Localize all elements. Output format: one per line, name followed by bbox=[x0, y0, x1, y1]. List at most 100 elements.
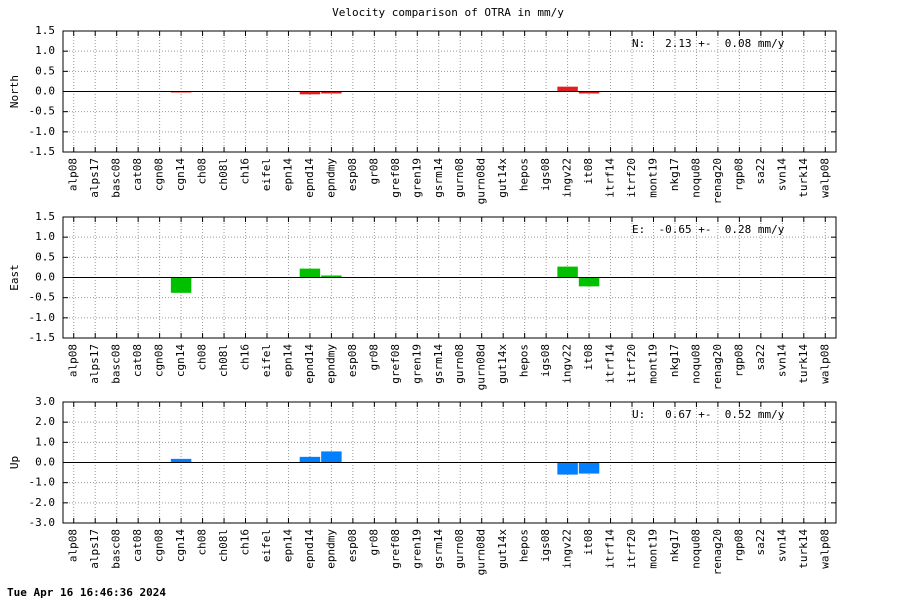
x-tick-label: gr08 bbox=[367, 529, 380, 556]
x-tick-label: noqu08 bbox=[689, 344, 702, 384]
bar bbox=[299, 91, 321, 95]
x-tick-label: sa22 bbox=[754, 529, 767, 556]
x-tick-label: cgn14 bbox=[174, 529, 187, 562]
annotation: U: 0.67 +- 0.52 mm/y bbox=[632, 408, 785, 421]
x-tick-label: mont19 bbox=[646, 158, 659, 198]
bar bbox=[321, 451, 342, 463]
x-tick-label: gr08 bbox=[367, 158, 380, 185]
x-tick-label: epn14 bbox=[281, 158, 294, 191]
x-tick-label: svn14 bbox=[775, 158, 788, 191]
x-tick-label: ingv22 bbox=[561, 529, 574, 569]
y-tick-label: 0.0 bbox=[35, 456, 55, 469]
x-tick-label: gurn08d bbox=[475, 344, 488, 390]
y-tick-label: 0.5 bbox=[35, 64, 55, 77]
x-tick-label: eifel bbox=[260, 344, 273, 377]
x-tick-label: gref08 bbox=[389, 529, 402, 569]
x-tick-label: walp08 bbox=[818, 158, 831, 198]
y-tick-label: -3.0 bbox=[29, 516, 56, 529]
x-tick-label: esp08 bbox=[346, 529, 359, 562]
x-tick-label: turk14 bbox=[797, 529, 810, 569]
x-tick-label: epnd14 bbox=[303, 158, 316, 198]
y-tick-label: 0.0 bbox=[35, 85, 55, 98]
x-tick-label: rgp08 bbox=[732, 158, 745, 191]
x-tick-label: itrf14 bbox=[604, 529, 617, 569]
x-tick-label: noqu08 bbox=[689, 529, 702, 569]
plot-frame bbox=[62, 30, 837, 153]
x-tick-label: gren19 bbox=[410, 344, 423, 384]
x-tick-label: nkg17 bbox=[668, 158, 681, 191]
x-tick-label: ch08l bbox=[217, 529, 230, 562]
x-tick-label: basc08 bbox=[110, 344, 123, 384]
y-tick-label: -2.0 bbox=[29, 496, 56, 509]
annotation: N: 2.13 +- 0.08 mm/y bbox=[632, 37, 785, 50]
x-tick-label: epndmy bbox=[324, 158, 337, 198]
x-tick-label: mont19 bbox=[646, 344, 659, 384]
bar bbox=[170, 458, 192, 463]
x-tick-label: esp08 bbox=[346, 344, 359, 377]
x-tick-label: gren19 bbox=[410, 529, 423, 569]
x-tick-label: gref08 bbox=[389, 158, 402, 198]
x-tick-label: ch16 bbox=[239, 158, 252, 185]
x-tick-label: gsrm14 bbox=[432, 158, 445, 198]
x-tick-label: gren19 bbox=[410, 158, 423, 198]
x-tick-label: epn14 bbox=[281, 344, 294, 377]
x-tick-label: igs08 bbox=[539, 529, 552, 562]
bar bbox=[321, 275, 342, 278]
x-tick-label: cat08 bbox=[131, 158, 144, 191]
x-tick-label: ch08l bbox=[217, 344, 230, 377]
x-tick-label: sa22 bbox=[754, 158, 767, 185]
bar bbox=[557, 462, 578, 475]
x-tick-label: igs08 bbox=[539, 344, 552, 377]
bar bbox=[170, 277, 192, 293]
x-tick-label: ingv22 bbox=[561, 344, 574, 384]
y-tick-label: -1.0 bbox=[29, 125, 56, 138]
x-tick-label: walp08 bbox=[818, 344, 831, 384]
x-tick-label: walp08 bbox=[818, 529, 831, 569]
x-tick-label: it08 bbox=[582, 344, 595, 371]
plot-frame bbox=[62, 401, 837, 524]
x-tick-label: gurn08d bbox=[475, 158, 488, 204]
y-tick-label: -1.5 bbox=[29, 331, 56, 344]
bar bbox=[321, 91, 342, 94]
y-tick-label: 1.5 bbox=[35, 210, 55, 223]
x-tick-label: cgn08 bbox=[153, 529, 166, 562]
bar bbox=[557, 86, 578, 92]
x-tick-label: ch08 bbox=[196, 344, 209, 371]
x-tick-label: alps17 bbox=[88, 158, 101, 198]
y-axis-label: Up bbox=[8, 456, 21, 469]
x-tick-label: epnd14 bbox=[303, 529, 316, 569]
x-tick-label: ch08 bbox=[196, 158, 209, 185]
x-tick-label: itrf20 bbox=[625, 529, 638, 569]
x-tick-label: turk14 bbox=[797, 158, 810, 198]
y-tick-label: 1.5 bbox=[35, 24, 55, 37]
x-tick-label: gut14x bbox=[496, 158, 509, 198]
x-tick-label: ch08l bbox=[217, 158, 230, 191]
x-tick-label: itrf20 bbox=[625, 158, 638, 198]
x-tick-label: cgn14 bbox=[174, 158, 187, 191]
x-tick-label: hepos bbox=[518, 344, 531, 377]
x-tick-label: turk14 bbox=[797, 344, 810, 384]
x-tick-label: it08 bbox=[582, 529, 595, 556]
x-tick-label: gurn08 bbox=[453, 529, 466, 569]
x-tick-label: renag20 bbox=[711, 158, 724, 204]
y-tick-label: -0.5 bbox=[29, 291, 56, 304]
x-tick-label: hepos bbox=[518, 158, 531, 191]
timestamp: Tue Apr 16 16:46:36 2024 bbox=[7, 586, 166, 599]
x-tick-label: ingv22 bbox=[561, 158, 574, 198]
x-tick-label: gurn08d bbox=[475, 529, 488, 575]
x-tick-label: ch08 bbox=[196, 529, 209, 556]
y-tick-label: 0.0 bbox=[35, 271, 55, 284]
x-tick-label: basc08 bbox=[110, 158, 123, 198]
x-tick-label: itrf20 bbox=[625, 344, 638, 384]
y-tick-label: 1.0 bbox=[35, 435, 55, 448]
x-tick-label: rgp08 bbox=[732, 529, 745, 562]
bar bbox=[557, 266, 578, 278]
x-tick-label: gr08 bbox=[367, 344, 380, 371]
y-axis-label: East bbox=[8, 264, 21, 291]
x-tick-label: sa22 bbox=[754, 344, 767, 371]
x-tick-label: itrf14 bbox=[604, 158, 617, 198]
x-tick-label: esp08 bbox=[346, 158, 359, 191]
x-tick-label: gut14x bbox=[496, 529, 509, 569]
